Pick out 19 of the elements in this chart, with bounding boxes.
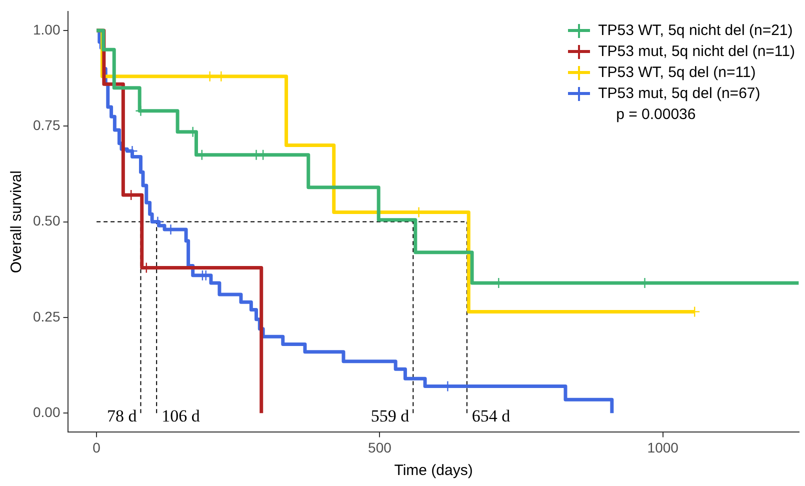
y-tick-label: 0.00: [33, 404, 60, 420]
x-axis-title: Time (days): [394, 462, 473, 480]
x-tick-label: 500: [368, 439, 392, 456]
legend-label: TP53 WT, 5q nicht del (n=21): [598, 21, 793, 41]
legend-label: TP53 mut, 5q del (n=67): [598, 84, 760, 104]
x-tick-label: 0: [92, 439, 101, 456]
y-tick-label: 0.25: [33, 308, 60, 324]
annotation: 559 d: [370, 406, 410, 426]
y-tick-label: 0.75: [33, 117, 60, 134]
legend-label: TP53 mut, 5q nicht del (n=11): [598, 42, 795, 62]
y-axis-title: Overall survival: [8, 170, 26, 274]
y-tick-label: 1.00: [33, 21, 60, 38]
x-tick-label: 1000: [647, 439, 679, 456]
legend-label: TP53 WT, 5q del (n=11): [598, 63, 756, 83]
annotation: p = 0.00036: [615, 105, 697, 125]
annotation: 78 d: [106, 406, 138, 426]
annotation: 654 d: [472, 406, 511, 426]
annotation: 106 d: [162, 406, 200, 426]
y-tick-label: 0.50: [33, 212, 60, 229]
